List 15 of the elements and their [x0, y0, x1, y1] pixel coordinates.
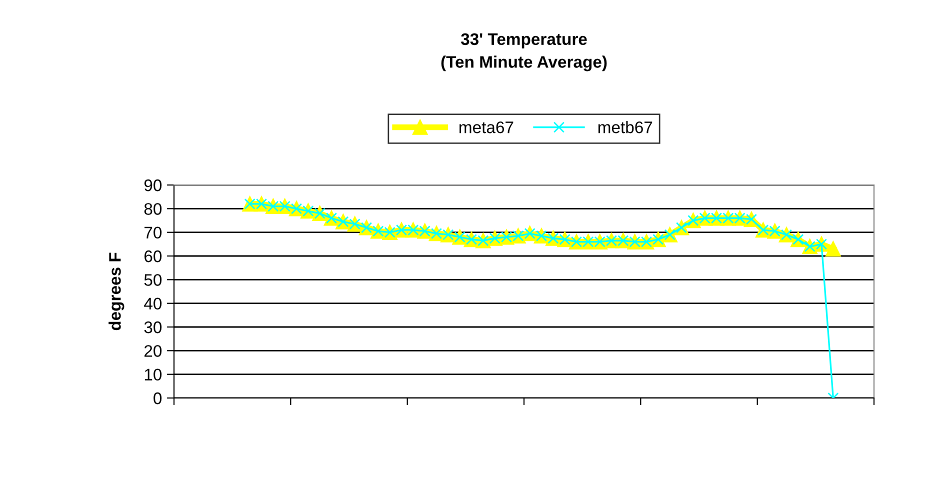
y-tick-label: 80 [144, 203, 162, 215]
legend-label: metb67 [598, 121, 652, 134]
y-tick-label: 40 [144, 298, 162, 310]
y-tick-label: 30 [144, 321, 162, 334]
y-tick-label: 60 [144, 250, 162, 262]
y-tick-label: 10 [144, 368, 162, 381]
y-tick-label: 50 [144, 274, 162, 286]
y-tick-label: 20 [144, 345, 162, 357]
legend-label: meta67 [460, 121, 514, 134]
y-axis-title: degrees F [108, 252, 124, 330]
point [826, 241, 841, 257]
y-tick-label: 70 [144, 226, 162, 239]
y-tick-label: 0 [154, 392, 162, 404]
y-tick-label: 90 [144, 179, 162, 192]
chart-title: 33' Temperature (Ten Minute Average) [441, 33, 607, 72]
